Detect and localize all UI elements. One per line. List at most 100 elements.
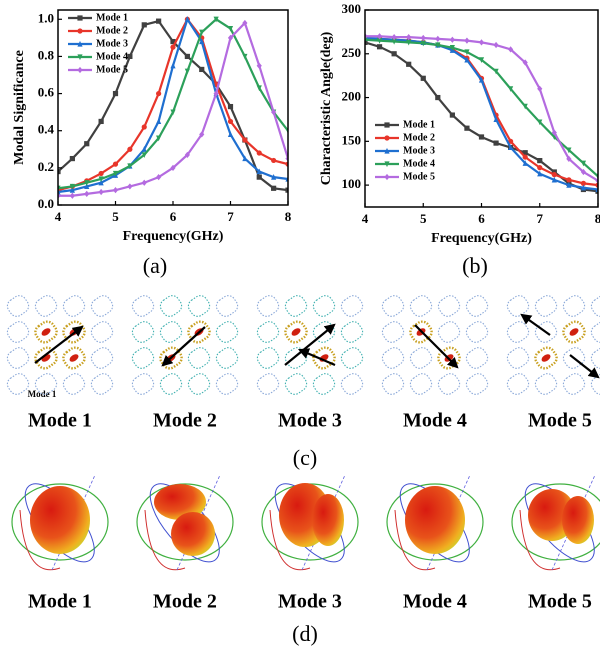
point-marker bbox=[537, 85, 543, 92]
orbit bbox=[144, 509, 186, 571]
element-outline bbox=[590, 321, 600, 343]
plot-area bbox=[58, 16, 288, 199]
point-marker bbox=[420, 40, 426, 47]
pattern-lobe bbox=[30, 486, 90, 554]
point-marker bbox=[69, 187, 75, 193]
point-marker bbox=[112, 90, 119, 97]
point-marker bbox=[256, 168, 262, 175]
y-tick-label: 0.2 bbox=[38, 159, 54, 174]
point-marker bbox=[227, 131, 234, 138]
element-outline bbox=[562, 347, 586, 369]
point-marker bbox=[493, 116, 499, 123]
point-marker bbox=[170, 44, 176, 50]
mode-label: Mode 3 bbox=[278, 410, 342, 432]
orbit bbox=[519, 509, 561, 571]
y-tick-label: 100 bbox=[342, 176, 362, 191]
element-outline bbox=[465, 321, 489, 343]
element-outline bbox=[90, 321, 114, 343]
element-outline bbox=[62, 373, 86, 395]
point-marker bbox=[449, 112, 455, 118]
legend-label: Mode 2 bbox=[96, 25, 128, 36]
element-outline bbox=[437, 295, 461, 317]
element-outline bbox=[506, 295, 530, 317]
point-marker bbox=[69, 155, 75, 162]
element-outline bbox=[215, 321, 239, 343]
element-outline bbox=[159, 321, 183, 343]
point-marker bbox=[84, 190, 90, 197]
point-marker bbox=[199, 131, 205, 138]
x-tick-label: 8 bbox=[285, 209, 292, 224]
element-outline bbox=[62, 295, 86, 317]
element-outline bbox=[506, 347, 530, 369]
legend-label: Mode 3 bbox=[403, 145, 435, 156]
point-marker bbox=[551, 176, 557, 183]
point-marker bbox=[376, 38, 383, 44]
caption: (d) bbox=[292, 621, 318, 646]
point-marker bbox=[184, 68, 190, 75]
element-outline bbox=[284, 320, 308, 344]
x-tick-label: 7 bbox=[227, 209, 234, 224]
element-outline bbox=[215, 347, 239, 369]
hot-spot bbox=[41, 328, 51, 336]
orbit bbox=[19, 509, 61, 571]
point-marker bbox=[69, 192, 75, 199]
mode-label: Mode 5 bbox=[528, 591, 592, 613]
element-outline bbox=[215, 295, 239, 317]
point-marker bbox=[271, 185, 277, 191]
point-marker bbox=[508, 86, 514, 92]
element-outline bbox=[90, 373, 114, 395]
point-marker bbox=[199, 66, 205, 73]
y-tick-label: 0.8 bbox=[38, 47, 55, 62]
element-outline bbox=[465, 373, 489, 395]
element-outline bbox=[409, 373, 433, 395]
element-outline bbox=[131, 347, 155, 369]
point-marker bbox=[127, 53, 133, 60]
x-tick-label: 6 bbox=[170, 209, 177, 224]
element-outline bbox=[34, 320, 58, 344]
element-outline bbox=[34, 295, 58, 317]
point-marker bbox=[478, 76, 485, 83]
element-outline bbox=[187, 347, 211, 369]
point-marker bbox=[199, 29, 205, 36]
caption: (a) bbox=[143, 253, 167, 278]
legend-marker bbox=[77, 66, 83, 74]
legend-label: Mode 5 bbox=[403, 171, 435, 182]
point-marker bbox=[406, 34, 412, 41]
current-arrow bbox=[297, 348, 336, 367]
x-tick-label: 7 bbox=[537, 211, 544, 226]
element-outline bbox=[187, 320, 211, 344]
point-marker bbox=[449, 36, 455, 43]
element-outline bbox=[6, 321, 30, 343]
point-marker bbox=[522, 154, 528, 160]
point-marker bbox=[522, 150, 528, 156]
mode-label: Mode 1 bbox=[28, 410, 92, 432]
legend-label: Mode 5 bbox=[96, 64, 128, 75]
mode-label: Mode 4 bbox=[403, 410, 467, 432]
x-tick-label: 5 bbox=[420, 211, 427, 226]
point-marker bbox=[98, 176, 104, 183]
element-outline bbox=[131, 295, 155, 317]
hot-spot bbox=[541, 354, 551, 362]
point-marker bbox=[141, 179, 147, 186]
element-outline bbox=[312, 373, 336, 395]
point-marker bbox=[170, 62, 176, 69]
current-arrow bbox=[520, 313, 551, 336]
element-outline bbox=[187, 373, 211, 395]
point-marker bbox=[141, 146, 147, 152]
element-outline bbox=[562, 373, 586, 395]
point-marker bbox=[522, 103, 528, 110]
element-outline bbox=[381, 295, 405, 317]
point-marker bbox=[242, 137, 248, 143]
point-marker bbox=[156, 90, 162, 97]
point-marker bbox=[184, 16, 190, 22]
x-tick-label: 6 bbox=[478, 211, 485, 226]
point-marker bbox=[112, 161, 119, 167]
point-marker bbox=[376, 33, 383, 40]
element-outline bbox=[340, 295, 364, 317]
point-marker bbox=[566, 177, 572, 183]
point-marker bbox=[493, 41, 499, 49]
element-outline bbox=[159, 295, 183, 317]
point-marker bbox=[242, 19, 248, 27]
legend-marker bbox=[77, 40, 83, 47]
